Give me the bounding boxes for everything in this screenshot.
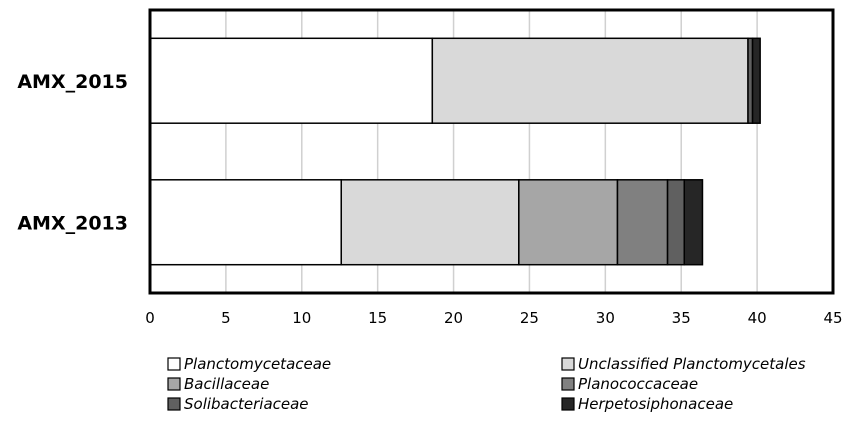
- legend-label: Bacillaceae: [184, 375, 269, 393]
- bar-AMX_2013-herpetosiphonaceae: [683, 179, 704, 266]
- legend-label: Herpetosiphonaceae: [578, 395, 733, 413]
- category-labels: AMX_2015 AMX_2013: [17, 71, 128, 235]
- x-tick-label-25: 25: [520, 309, 539, 327]
- legend-swatch-planctomycetaceae: [167, 357, 181, 371]
- bar-AMX_2015-planctomycetaceae: [149, 37, 434, 124]
- bar-AMX_2013-bacillaceae: [518, 179, 619, 266]
- x-tick-label-40: 40: [748, 309, 767, 327]
- x-tick-label-15: 15: [368, 309, 387, 327]
- bar-AMX_2015-herpetosiphonaceae: [751, 37, 761, 124]
- legend-swatch-herpetosiphonaceae: [561, 397, 575, 411]
- x-axis-tick-labels: 0 5 10 15 20 25 30 35 40 45: [145, 309, 842, 327]
- x-tick-label-5: 5: [221, 309, 231, 327]
- legend-swatch-bacillaceae: [167, 377, 181, 391]
- category-label: AMX_2015: [17, 71, 128, 93]
- bar-AMX_2013-planococcaceae: [616, 179, 669, 266]
- x-tick-label-20: 20: [444, 309, 463, 327]
- x-tick-label-0: 0: [145, 309, 155, 327]
- x-tick-label-45: 45: [823, 309, 842, 327]
- legend-label: Unclassified Planctomycetales: [578, 355, 806, 373]
- legend-label: Planococcaceae: [578, 375, 698, 393]
- legend-swatch-planococcaceae: [561, 377, 575, 391]
- plot-area-frame: [148, 8, 835, 295]
- legend-label: Solibacteriaceae: [184, 395, 309, 413]
- bars: [149, 37, 761, 266]
- bar-AMX_2013-solibacteriaceae: [666, 179, 686, 266]
- legend-swatch-solibacteriaceae: [167, 397, 181, 411]
- x-tick-label-30: 30: [596, 309, 615, 327]
- x-tick-label-35: 35: [672, 309, 691, 327]
- legend-label: Planctomycetaceae: [184, 355, 331, 373]
- category-label: AMX_2013: [17, 212, 128, 234]
- bar-AMX_2015-unclassified-planctomycetales: [431, 37, 749, 124]
- legend-swatch-unclassified-planctomycetales: [561, 357, 575, 371]
- x-tick-label-10: 10: [292, 309, 311, 327]
- legend: Planctomycetaceae Unclassified Planctomyc…: [167, 355, 806, 413]
- bar-AMX_2013-planctomycetaceae: [149, 179, 342, 266]
- bar-AMX_2013-unclassified-planctomycetales: [340, 179, 520, 266]
